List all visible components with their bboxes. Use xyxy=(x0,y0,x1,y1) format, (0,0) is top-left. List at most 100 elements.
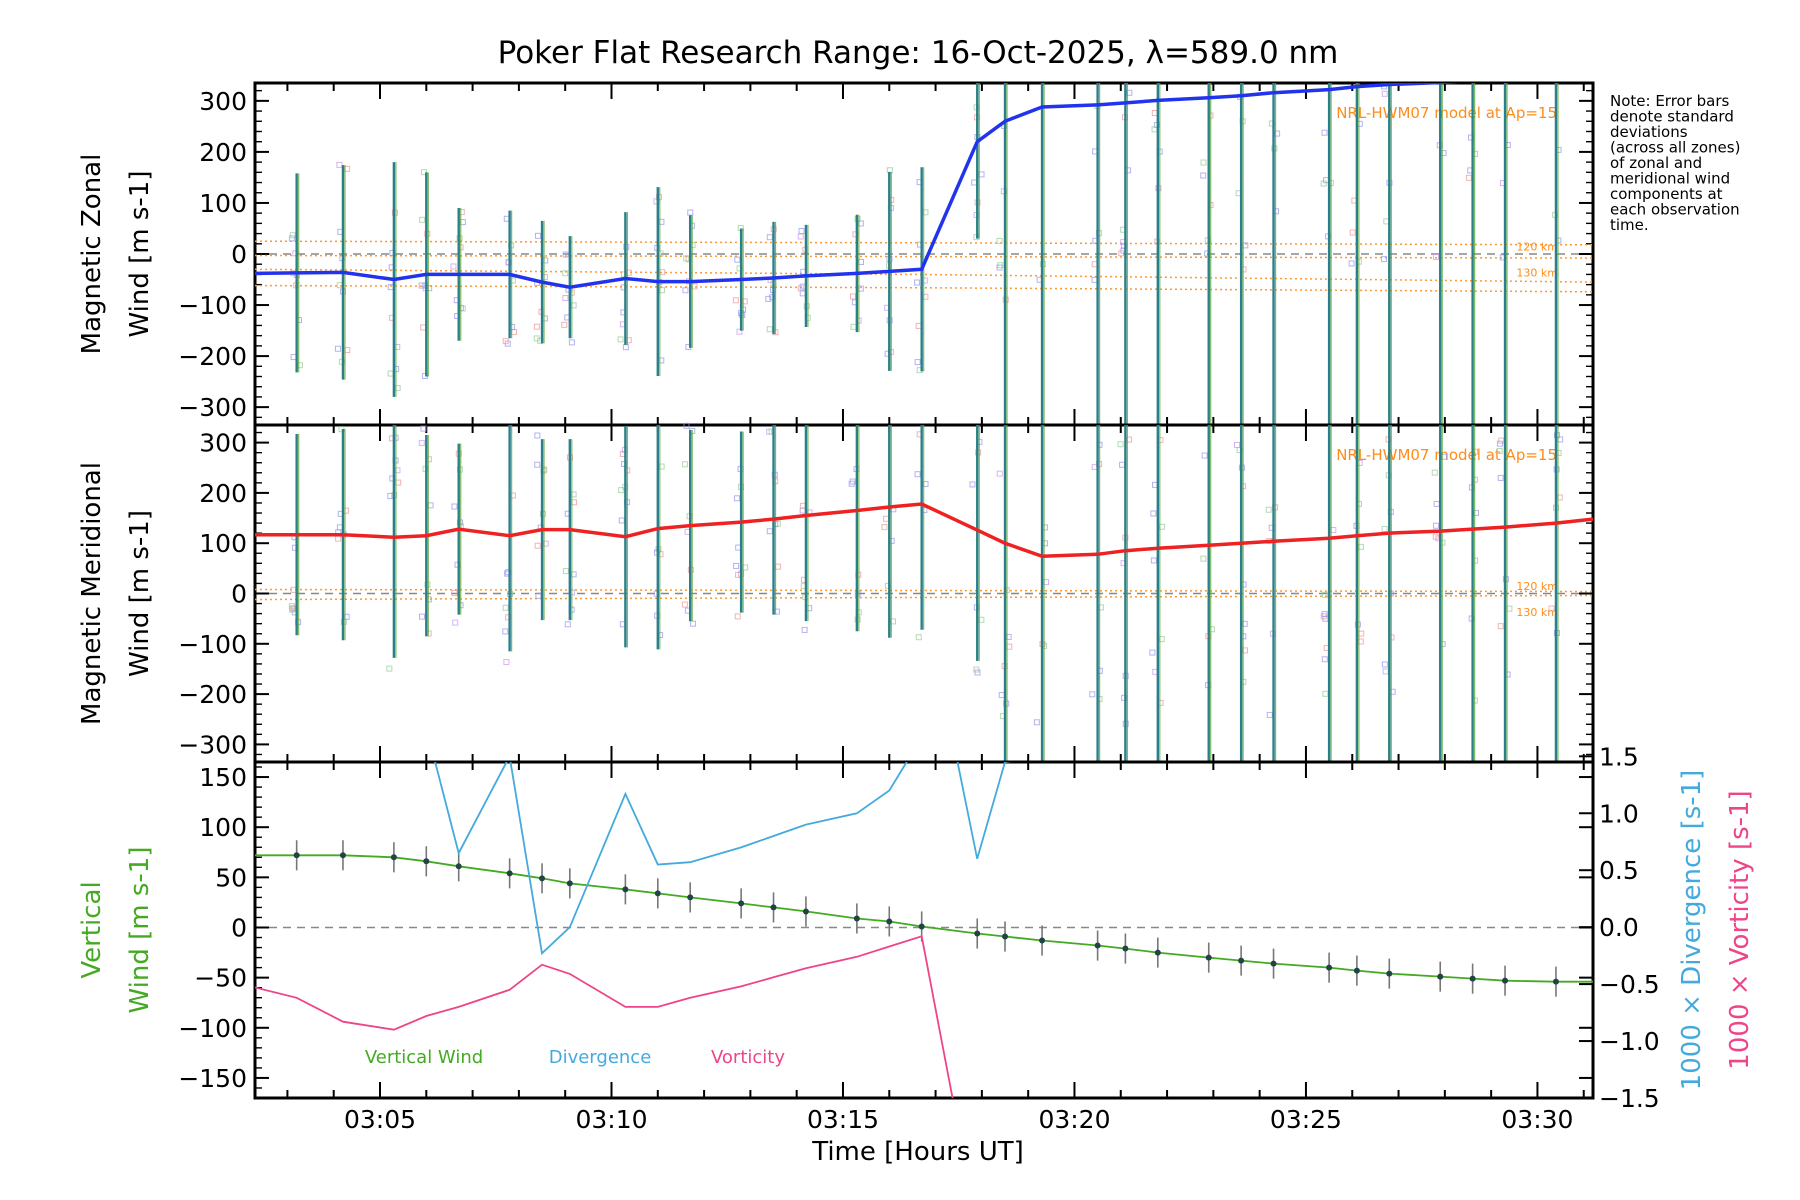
zone-marker xyxy=(1497,623,1504,630)
y-tick-label: 0 xyxy=(231,913,247,942)
y-tick-label: 0 xyxy=(231,580,247,609)
note-line: denote standard xyxy=(1610,108,1734,126)
zone-marker xyxy=(1349,229,1356,236)
zone-marker xyxy=(1357,638,1364,645)
zone-marker xyxy=(736,328,743,335)
zone-marker xyxy=(1241,647,1248,654)
vertical-wind-point xyxy=(1437,973,1444,980)
zone-marker xyxy=(288,603,295,610)
zone-marker xyxy=(394,385,401,392)
altitude-label: 130 km xyxy=(1516,606,1558,619)
vertical-wind-point xyxy=(1002,933,1009,940)
zone-marker xyxy=(618,517,625,524)
zone-marker xyxy=(1091,276,1098,283)
x-tick-label: 03:05 xyxy=(344,1105,416,1134)
y-tick-label: −200 xyxy=(178,680,247,709)
zone-marker xyxy=(511,329,518,336)
zone-marker xyxy=(618,487,625,494)
zone-marker xyxy=(996,237,1003,244)
y2-tick-label: 0.5 xyxy=(1599,856,1639,885)
zone-marker xyxy=(1498,437,1505,444)
y2-axis-title-vorticity: 1000 × Vorticity [s-1] xyxy=(1725,790,1755,1069)
note-line: deviations xyxy=(1610,123,1688,141)
model-curve xyxy=(255,254,1593,259)
zone-marker xyxy=(1200,159,1207,166)
vertical-wind-point xyxy=(455,863,462,870)
vertical-wind-point xyxy=(1353,967,1360,974)
zone-marker xyxy=(734,256,741,263)
note-line: (across all zones) xyxy=(1610,139,1740,157)
zone-marker xyxy=(334,345,341,352)
zone-marker xyxy=(683,422,690,429)
zone-marker xyxy=(622,344,629,351)
y-tick-label: 50 xyxy=(215,863,247,892)
zone-marker xyxy=(336,161,343,168)
y-tick-label: −300 xyxy=(178,393,247,422)
vertical-wind-point xyxy=(886,918,893,925)
zonal-wind-panel: 300 200 100 0 −100 −200 −300 Magnetic Zonal Wind… xyxy=(77,81,1595,427)
vertical-wind-point xyxy=(539,875,546,882)
zone-marker xyxy=(562,270,569,277)
zone-marker xyxy=(921,277,928,284)
zone-marker xyxy=(451,503,458,510)
zone-marker xyxy=(766,234,773,241)
zone-marker xyxy=(922,209,929,216)
zone-marker xyxy=(690,620,697,627)
vertical-wind-point xyxy=(566,880,573,887)
zone-marker xyxy=(1433,253,1440,260)
model-curve xyxy=(255,268,1593,283)
zone-marker xyxy=(1265,506,1272,513)
zone-marker xyxy=(1322,690,1329,697)
zone-marker xyxy=(456,519,463,526)
zone-marker xyxy=(849,293,856,300)
zone-marker xyxy=(1556,494,1563,501)
vertical-wind-point xyxy=(802,908,809,915)
y2-tick-label: −1.0 xyxy=(1599,1027,1660,1056)
y-tick-label: −100 xyxy=(178,291,247,320)
zone-marker xyxy=(1118,250,1125,257)
vertical-wind-point xyxy=(738,900,745,907)
y2-tick-label: 0.0 xyxy=(1599,913,1639,942)
zone-marker xyxy=(617,336,624,343)
zone-marker xyxy=(420,324,427,331)
zone-marker xyxy=(915,322,922,329)
vertical-wind-line xyxy=(255,854,1593,983)
zone-marker xyxy=(681,601,688,608)
zone-marker xyxy=(503,659,510,666)
legend-divergence: Divergence xyxy=(549,1047,652,1068)
model-curve xyxy=(255,284,1593,293)
zone-marker xyxy=(1201,452,1208,459)
zone-marker xyxy=(1548,605,1555,612)
vertical-wind-point xyxy=(687,894,694,901)
zone-marker xyxy=(1321,129,1328,136)
y2-tick-label: 1.0 xyxy=(1599,799,1639,828)
zone-marker xyxy=(420,425,427,432)
vertical-wind-point xyxy=(1326,964,1333,971)
y-tick-label: −300 xyxy=(178,730,247,759)
zone-marker xyxy=(450,263,457,270)
y-axis-title-line1: Magnetic Zonal xyxy=(77,154,107,355)
note-line: meridional wind xyxy=(1610,170,1730,188)
x-tick-label: 03:10 xyxy=(575,1105,647,1134)
x-axis-title: Time [Hours UT] xyxy=(811,1137,1024,1167)
vertical-wind-point xyxy=(1386,970,1393,977)
note-line: time. xyxy=(1610,216,1649,234)
vertical-wind-point xyxy=(1154,949,1161,956)
altitude-label: 120 km xyxy=(1516,241,1558,254)
zone-marker xyxy=(1321,611,1328,618)
zone-marker xyxy=(335,535,342,542)
zone-marker xyxy=(535,232,542,239)
y-tick-label: 300 xyxy=(199,429,247,458)
zone-marker xyxy=(533,323,540,330)
zone-marker xyxy=(1496,440,1503,447)
zone-marker xyxy=(1440,453,1447,460)
zone-marker xyxy=(766,528,773,535)
vertical-wind-point xyxy=(506,870,513,877)
zone-marker xyxy=(1151,109,1158,116)
zone-marker xyxy=(1150,510,1157,517)
zone-marker xyxy=(344,347,351,354)
y-tick-label: 0 xyxy=(231,240,247,269)
zone-marker xyxy=(1321,656,1328,663)
zone-marker xyxy=(1266,711,1273,718)
zone-marker xyxy=(1200,555,1207,562)
